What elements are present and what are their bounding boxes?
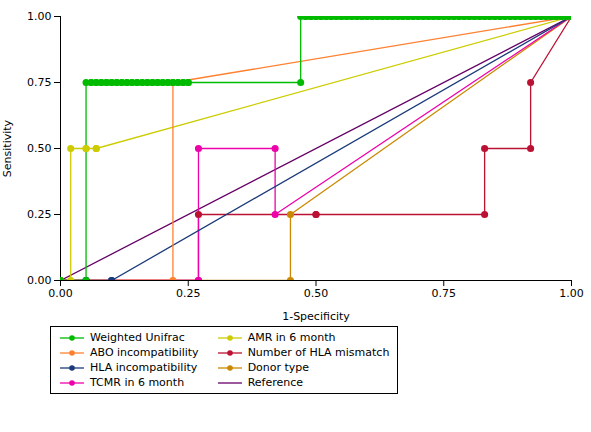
svg-text:0.25: 0.25	[27, 208, 52, 221]
html-text:TCMR in 6 month: TCMR in 6 month	[90, 376, 185, 389]
html-text:Weighted Unifrac: Weighted Unifrac	[90, 331, 185, 344]
svg-text:1.00: 1.00	[27, 10, 52, 23]
html-text:ABO incompatibility: ABO incompatibility	[90, 346, 199, 359]
svg-text:0.00: 0.00	[48, 287, 73, 300]
svg-text:0.50: 0.50	[304, 287, 329, 300]
svg-text:0.00: 0.00	[27, 274, 52, 287]
svg-text:Sensitivity: Sensitivity	[1, 119, 14, 177]
svg-text:0.75: 0.75	[27, 76, 52, 89]
html-text:AMR in 6 month: AMR in 6 month	[247, 331, 336, 344]
html-text:Reference: Reference	[247, 376, 303, 389]
html-text:HLA incompatibility: HLA incompatibility	[90, 361, 198, 374]
svg-text:0.50: 0.50	[27, 142, 52, 155]
svg-text:0.75: 0.75	[432, 287, 457, 300]
svg-text:1.00: 1.00	[559, 287, 584, 300]
html-text:Number of HLA mismatch: Number of HLA mismatch	[247, 346, 390, 359]
svg-text:0.25: 0.25	[176, 287, 201, 300]
html-text:Donor type: Donor type	[247, 361, 310, 374]
svg-text:1-Specificity: 1-Specificity	[282, 310, 350, 323]
